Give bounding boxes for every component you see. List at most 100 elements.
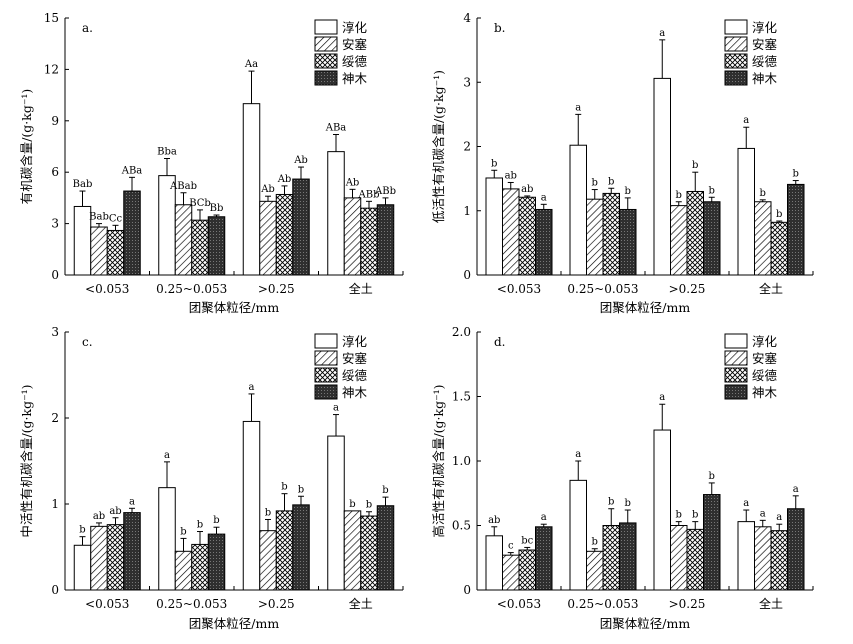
legend-swatch [724,36,748,52]
legend-swatch [724,70,748,86]
significance-label: a [575,102,581,113]
significance-label: Bb [210,203,224,214]
significance-label: b [213,515,219,526]
bar-2-3 [292,504,310,591]
bar-0-1 [502,188,520,276]
bar-2-1 [670,525,688,591]
y-tick-label: 3 [51,325,59,339]
legend-label: 绥德 [342,368,368,383]
legend-swatch [314,19,338,35]
significance-label: a [129,496,135,507]
significance-label: b [793,169,799,180]
bar-3-0 [737,147,755,276]
significance-label: a [333,403,339,414]
bar-3-0 [327,151,345,276]
bar-3-2 [770,221,788,276]
legend-swatch [724,333,748,349]
y-tick-label: 4 [463,11,471,25]
y-tick-label: 2 [51,411,59,425]
legend-label: 安塞 [342,37,368,52]
legend-swatch [724,350,748,366]
legend-label: 淳化 [752,334,778,349]
bar-1-1 [586,198,604,276]
bar-3-2 [770,530,788,591]
bar-0-0 [485,535,503,591]
bar-3-1 [754,201,772,276]
significance-label: a [575,449,581,460]
y-tick-label: 1 [51,497,59,511]
bar-2-0 [653,429,671,591]
significance-label: b [760,188,766,199]
significance-label: ab [93,511,105,522]
legend-label: 神木 [342,385,368,400]
legend-swatch [724,384,748,400]
legend-swatch [314,350,338,366]
bar-1-2 [191,543,209,591]
bar-0-3 [123,512,141,591]
significance-label: a [659,28,665,39]
y-tick-label: 0 [463,268,471,282]
significance-label: Bab [73,179,93,190]
significance-label: b [709,185,715,196]
significance-label: b [625,498,631,509]
bar-3-1 [754,526,772,591]
y-tick-label: 12 [44,62,59,76]
y-axis-title: 有机碳含量/(g·kg⁻¹) [19,89,34,205]
bar-0-1 [90,226,108,276]
significance-label: ABb [358,189,380,200]
significance-label: a [776,512,782,523]
significance-label: b [349,499,355,510]
significance-label: b [79,525,85,536]
panel-label: c. [82,335,93,349]
legend-label: 神木 [342,71,368,86]
legend-swatch [724,19,748,35]
x-axis-title: 团聚体粒径/mm [600,616,691,631]
legend-swatch [314,70,338,86]
bar-1-0 [569,144,587,276]
bar-0-0 [73,544,92,591]
y-tick-label: 3 [51,217,59,231]
significance-label: b [692,160,698,171]
bar-0-1 [90,525,108,591]
significance-label: b [709,471,715,482]
bar-2-1 [670,205,688,276]
x-tick-label: 0.25~0.053 [567,597,638,611]
x-tick-label: <0.053 [497,282,541,296]
legend-swatch [314,367,338,383]
significance-label: Ab [260,184,275,195]
significance-label: b [608,176,614,187]
bar-3-3 [376,505,395,591]
x-tick-label: >0.25 [258,597,295,611]
bar-2-2 [275,193,294,276]
bar-0-3 [123,190,141,276]
x-tick-label: >0.25 [258,282,295,296]
y-tick-label: 3 [463,75,471,89]
legend-swatch [314,384,338,400]
bar-1-0 [569,479,587,591]
y-tick-label: 0 [51,583,59,597]
x-tick-label: <0.053 [85,282,129,296]
bar-2-3 [292,178,310,276]
significance-label: a [659,392,665,403]
significance-label: ab [521,184,533,195]
y-tick-label: 15 [44,11,59,25]
bar-2-3 [703,201,721,276]
significance-label: ab [109,506,121,517]
legend-swatch [724,53,748,69]
panel-label: d. [494,335,506,349]
legend-label: 安塞 [752,351,778,366]
significance-label: b [180,526,186,537]
y-axis-title: 低活性有机碳含量/(g·kg⁻¹) [431,70,446,223]
y-tick-label: 0.5 [452,519,471,533]
bar-3-3 [787,183,805,276]
significance-label: Ab [277,174,292,185]
significance-label: b [197,520,203,531]
significance-label: ab [505,170,517,181]
bar-2-1 [259,530,277,591]
legend-label: 绥德 [752,54,778,69]
y-tick-label: 9 [51,114,59,128]
bar-1-1 [586,550,604,591]
